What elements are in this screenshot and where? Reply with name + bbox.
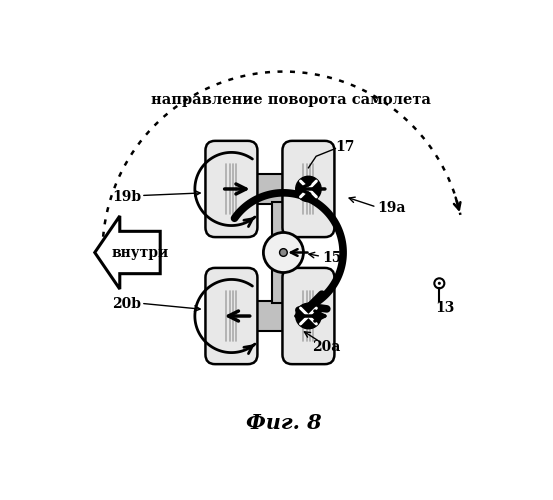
FancyBboxPatch shape (206, 268, 258, 364)
FancyBboxPatch shape (283, 268, 335, 364)
Text: внутри: внутри (111, 246, 169, 260)
Text: 20a: 20a (312, 340, 341, 354)
Bar (244, 302, 296, 330)
Text: 17: 17 (335, 140, 355, 153)
FancyBboxPatch shape (283, 141, 335, 237)
Circle shape (263, 232, 304, 272)
Text: направление поворота самолета: направление поворота самолета (151, 94, 431, 108)
Circle shape (438, 282, 441, 285)
Polygon shape (95, 216, 160, 289)
Bar (244, 174, 296, 204)
Text: 19a: 19a (378, 201, 406, 215)
Text: 13: 13 (435, 302, 455, 316)
Text: Фиг. 8: Фиг. 8 (246, 412, 321, 432)
Text: 15: 15 (322, 252, 341, 266)
Circle shape (296, 176, 321, 202)
Circle shape (280, 248, 287, 256)
FancyBboxPatch shape (206, 141, 258, 237)
Circle shape (296, 304, 321, 328)
Text: 20b: 20b (112, 298, 141, 312)
Text: 19b: 19b (112, 190, 141, 203)
Bar (272, 202, 295, 304)
